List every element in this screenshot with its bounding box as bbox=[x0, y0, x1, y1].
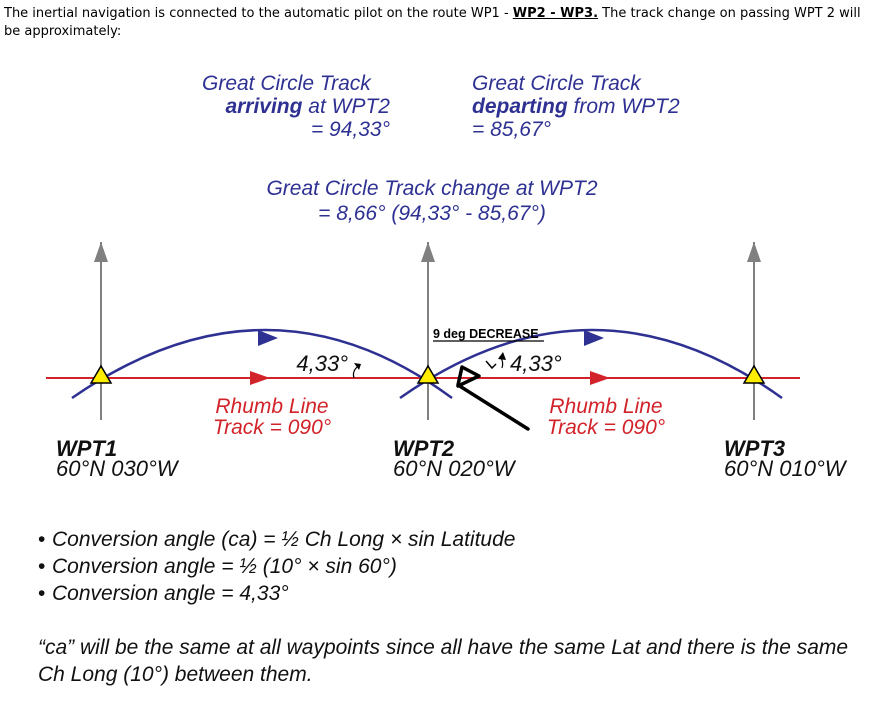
meridian-wpt1-arrowhead bbox=[94, 242, 108, 262]
bullet-item: Conversion angle = ½ (10° × sin 60°) bbox=[38, 553, 515, 580]
waypoint-2-triangle bbox=[416, 364, 440, 384]
great-circle-arc-2 bbox=[399, 328, 783, 400]
ca-left-arrowhead bbox=[354, 363, 361, 370]
great-circle-arrow-2 bbox=[584, 330, 604, 346]
meridian-wpt3-arrowhead bbox=[747, 242, 761, 262]
departing-rest: from WPT2 bbox=[568, 95, 680, 118]
question-text: The inertial navigation is connected to … bbox=[4, 5, 864, 41]
ca-right-arrowhead bbox=[498, 352, 506, 360]
ca-right-label: 4,33° bbox=[510, 351, 562, 376]
arriving-keyword: arriving bbox=[225, 95, 302, 118]
annotation-arrow-icon bbox=[456, 365, 530, 431]
explanation-text: “ca” will be the same at all waypoints s… bbox=[38, 636, 849, 686]
wpt3-name: WPT3 bbox=[724, 436, 785, 461]
ca-left-mark bbox=[352, 366, 358, 379]
departing-label-line2: departing from WPT2 bbox=[472, 95, 680, 118]
arriving-rest: at WPT2 bbox=[302, 95, 390, 118]
departing-keyword: departing bbox=[472, 95, 568, 118]
waypoint-3-triangle bbox=[742, 364, 766, 384]
wpt2-name: WPT2 bbox=[393, 436, 455, 461]
arriving-label-line1: Great Circle Track bbox=[202, 72, 372, 95]
arriving-label-line2: arriving at WPT2 bbox=[225, 95, 390, 118]
great-circle-arc-1 bbox=[71, 328, 453, 400]
bullet-item: Conversion angle = 4,33° bbox=[38, 580, 515, 607]
waypoint-1-triangle bbox=[89, 364, 113, 384]
great-circle-arrow-1 bbox=[258, 330, 278, 346]
question-part-1: The inertial navigation is connected to … bbox=[4, 6, 513, 21]
wpt1-name: WPT1 bbox=[56, 436, 117, 461]
wpt2-coords: 60°N 020°W bbox=[393, 456, 517, 481]
rhumb-arrow-left bbox=[250, 371, 270, 385]
track-change-line2: = 8,66° (94,33° - 85,67°) bbox=[318, 202, 546, 225]
rhumb-right-line2: Track = 090° bbox=[547, 416, 665, 439]
rhumb-left-line2: Track = 090° bbox=[213, 416, 331, 439]
wpt3-coords: 60°N 010°W bbox=[724, 456, 848, 481]
rhumb-right-line1: Rhumb Line bbox=[549, 395, 662, 418]
bullet-item: Conversion angle (ca) = ½ Ch Long × sin … bbox=[38, 526, 515, 553]
arriving-value: = 94,33° bbox=[311, 118, 390, 141]
ca-left-label: 4,33° bbox=[296, 351, 348, 376]
question-part-2: The track change on passing WPT 2 will b… bbox=[4, 6, 861, 39]
meridian-wpt2-arrowhead bbox=[421, 242, 435, 262]
rhumb-arrow-right bbox=[590, 371, 610, 385]
conversion-angle-list: Conversion angle (ca) = ½ Ch Long × sin … bbox=[38, 526, 515, 607]
question-route-highlight: WP2 - WP3. bbox=[512, 6, 599, 21]
departing-label-line1: Great Circle Track bbox=[472, 72, 642, 95]
decrease-annotation: 9 deg DECREASE bbox=[433, 327, 539, 341]
wpt1-coords: 60°N 030°W bbox=[56, 456, 180, 481]
track-change-line1: Great Circle Track change at WPT2 bbox=[266, 177, 597, 200]
annotation-tick bbox=[485, 360, 497, 370]
rhumb-left-line1: Rhumb Line bbox=[215, 395, 328, 418]
departing-value: = 85,67° bbox=[472, 118, 551, 141]
